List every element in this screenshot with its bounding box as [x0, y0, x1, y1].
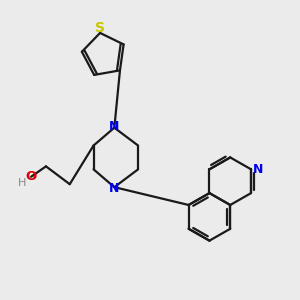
Text: N: N: [109, 182, 119, 195]
Text: N: N: [252, 163, 263, 176]
Text: N: N: [109, 120, 119, 133]
Text: O: O: [26, 170, 37, 183]
Text: S: S: [95, 21, 105, 34]
Text: H: H: [18, 178, 26, 188]
